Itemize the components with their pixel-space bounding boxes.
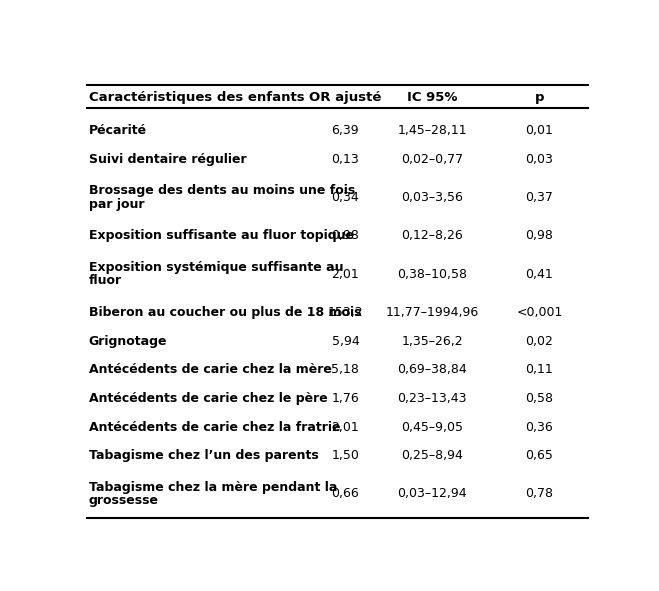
Text: 2,01: 2,01 — [331, 421, 359, 434]
Text: Caractéristiques des enfants: Caractéristiques des enfants — [88, 91, 304, 104]
Text: 0,01: 0,01 — [525, 124, 554, 137]
Text: 0,25–8,94: 0,25–8,94 — [401, 449, 463, 462]
Text: OR ajusté: OR ajusté — [309, 91, 382, 104]
Text: 0,03–12,94: 0,03–12,94 — [397, 488, 467, 501]
Text: fluor: fluor — [88, 274, 122, 287]
Text: Antécédents de carie chez le père: Antécédents de carie chez le père — [88, 392, 328, 405]
Text: 0,03–3,56: 0,03–3,56 — [401, 191, 463, 204]
Text: 0,02–0,77: 0,02–0,77 — [401, 153, 463, 166]
Text: Pécarité: Pécarité — [88, 124, 147, 137]
Text: 6,39: 6,39 — [331, 124, 359, 137]
Text: 11,77–1994,96: 11,77–1994,96 — [386, 306, 479, 319]
Text: Tabagisme chez l’un des parents: Tabagisme chez l’un des parents — [88, 449, 318, 462]
Text: 1,45–28,11: 1,45–28,11 — [397, 124, 467, 137]
Text: 0,11: 0,11 — [526, 363, 554, 376]
Text: 0,78: 0,78 — [525, 488, 554, 501]
Text: 0,98: 0,98 — [331, 229, 359, 242]
Text: Brossage des dents au moins une fois: Brossage des dents au moins une fois — [88, 184, 355, 197]
Text: IC 95%: IC 95% — [407, 91, 457, 104]
Text: Exposition suffisante au fluor topique: Exposition suffisante au fluor topique — [88, 229, 353, 242]
Text: p: p — [534, 91, 544, 104]
Text: 1,76: 1,76 — [331, 392, 359, 405]
Text: 0,13: 0,13 — [331, 153, 359, 166]
Text: 0,41: 0,41 — [526, 268, 554, 281]
Text: Biberon au coucher ou plus de 18 mois: Biberon au coucher ou plus de 18 mois — [88, 306, 361, 319]
Text: 0,34: 0,34 — [331, 191, 359, 204]
Text: 0,03: 0,03 — [525, 153, 554, 166]
Text: 0,98: 0,98 — [525, 229, 554, 242]
Text: 1,50: 1,50 — [331, 449, 359, 462]
Text: 0,66: 0,66 — [331, 488, 359, 501]
Text: Antécédents de carie chez la fratrie: Antécédents de carie chez la fratrie — [88, 421, 340, 434]
Text: Grignotage: Grignotage — [88, 335, 167, 348]
Text: 5,18: 5,18 — [331, 363, 359, 376]
Text: 0,12–8,26: 0,12–8,26 — [401, 229, 463, 242]
Text: 0,65: 0,65 — [525, 449, 554, 462]
Text: 2,01: 2,01 — [331, 268, 359, 281]
Text: <0,001: <0,001 — [516, 306, 563, 319]
Text: Exposition systémique suffisante au: Exposition systémique suffisante au — [88, 261, 343, 274]
Text: 0,38–10,58: 0,38–10,58 — [397, 268, 467, 281]
Text: par jour: par jour — [88, 198, 144, 211]
Text: Antécédents de carie chez la mère: Antécédents de carie chez la mère — [88, 363, 331, 376]
Text: grossesse: grossesse — [88, 494, 159, 507]
Text: 0,23–13,43: 0,23–13,43 — [397, 392, 467, 405]
Text: 1,35–26,2: 1,35–26,2 — [401, 335, 463, 348]
Text: 0,02: 0,02 — [525, 335, 554, 348]
Text: 0,45–9,05: 0,45–9,05 — [401, 421, 463, 434]
Text: 0,36: 0,36 — [526, 421, 554, 434]
Text: 0,58: 0,58 — [525, 392, 554, 405]
Text: 153,2: 153,2 — [328, 306, 363, 319]
Text: 0,37: 0,37 — [525, 191, 554, 204]
Text: Suivi dentaire régulier: Suivi dentaire régulier — [88, 153, 246, 166]
Text: 5,94: 5,94 — [331, 335, 359, 348]
Text: 0,69–38,84: 0,69–38,84 — [397, 363, 467, 376]
Text: Tabagisme chez la mère pendant la: Tabagisme chez la mère pendant la — [88, 480, 337, 493]
